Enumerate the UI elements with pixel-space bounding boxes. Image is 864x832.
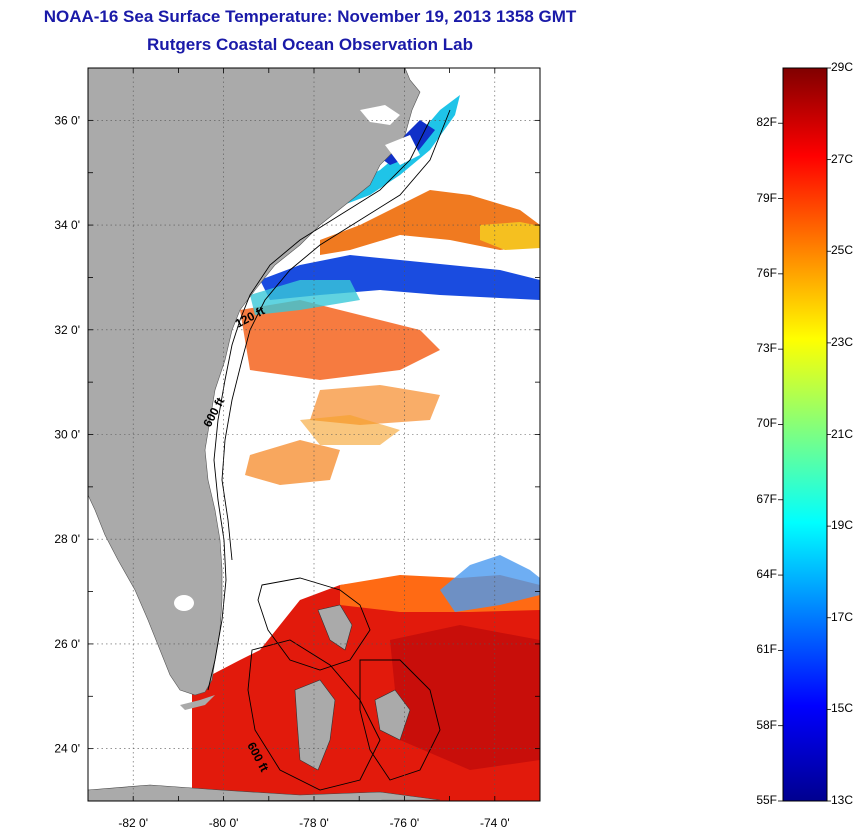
colorbar-c-label: 25C bbox=[831, 243, 854, 258]
colorbar-f-label: 64F bbox=[756, 567, 777, 582]
colorbar-c-label: 23C bbox=[831, 334, 854, 349]
lon-tick-label: -78 0' bbox=[299, 816, 329, 830]
sst-patch-red-dark bbox=[390, 625, 540, 770]
contour-120ft bbox=[207, 119, 431, 691]
colorbar-c-label: 13C bbox=[831, 793, 854, 807]
lat-tick-label: 32 0' bbox=[54, 323, 80, 337]
lon-tick-label: -74 0' bbox=[480, 816, 510, 830]
sst-patch-warm-yellow bbox=[480, 222, 540, 250]
colorbar-c-label: 17C bbox=[831, 609, 854, 624]
colorbar-f-label: 61F bbox=[756, 642, 777, 657]
bathymetry-contours bbox=[207, 109, 451, 791]
colorbar-f-label: 55F bbox=[756, 793, 777, 807]
sst-patch-mid-orange-3 bbox=[245, 440, 340, 485]
map-subtitle: Rutgers Coastal Ocean Observation Lab bbox=[147, 35, 473, 54]
colorbar-c-label: 21C bbox=[831, 426, 854, 441]
axis-ticks bbox=[87, 67, 541, 802]
sst-patch-mid-orange-2 bbox=[310, 385, 440, 425]
colorbar-f-label: 82F bbox=[756, 115, 777, 130]
colorbar-c-label: 29C bbox=[831, 60, 854, 74]
land-southeast-us bbox=[88, 68, 421, 696]
contour-600ft bbox=[221, 109, 451, 561]
lat-tick-label: 28 0' bbox=[54, 532, 80, 546]
colorbar bbox=[782, 67, 828, 802]
land-bahamas-andros bbox=[294, 679, 336, 771]
colorbar-f-label: 58F bbox=[756, 717, 777, 732]
colorbar-f-label: 79F bbox=[756, 190, 777, 205]
contour-bahamas-1 bbox=[257, 577, 371, 671]
colorbar-c-label: 19C bbox=[831, 518, 854, 533]
sst-patch-cyan-streak bbox=[250, 280, 360, 315]
albemarle-sound bbox=[360, 105, 400, 125]
longitude-labels: -82 0' -80 0' -78 0' -76 0' -74 0' bbox=[118, 816, 509, 830]
lat-tick-label: 30 0' bbox=[54, 428, 80, 442]
map-grid bbox=[88, 68, 540, 801]
lat-tick-label: 36 0' bbox=[54, 113, 80, 127]
lon-tick-label: -82 0' bbox=[118, 816, 148, 830]
latitude-labels: 36 0' 34 0' 32 0' 30 0' 28 0' 26 0' 24 0' bbox=[54, 113, 80, 755]
lat-tick-label: 26 0' bbox=[54, 637, 80, 651]
sst-patch-mid-orange bbox=[240, 300, 440, 380]
map-title: NOAA-16 Sea Surface Temperature: Novembe… bbox=[43, 7, 577, 26]
colorbar-f-label: 67F bbox=[756, 491, 777, 506]
land-florida-keys bbox=[180, 695, 215, 710]
land-bahamas-abaco bbox=[317, 604, 353, 651]
lake-okeechobee bbox=[174, 595, 194, 611]
lat-tick-label: 24 0' bbox=[54, 742, 80, 756]
colorbar-c-label: 15C bbox=[831, 701, 854, 716]
colorbar-f-label: 73F bbox=[756, 341, 777, 356]
lon-tick-label: -76 0' bbox=[390, 816, 420, 830]
sst-patch-mid-orange-4 bbox=[300, 415, 400, 445]
contour-bahamas-2 bbox=[247, 639, 381, 791]
contour-bahamas-3 bbox=[359, 659, 441, 781]
colorbar-f-label: 70F bbox=[756, 416, 777, 431]
sst-data-layer bbox=[192, 95, 540, 801]
colorbar-c-label: 27C bbox=[831, 151, 854, 166]
sst-patch-south-cool bbox=[440, 555, 540, 612]
lon-tick-label: -80 0' bbox=[209, 816, 239, 830]
colorbar-f-label: 76F bbox=[756, 265, 777, 280]
colorbar-ticks bbox=[778, 67, 831, 802]
land-bahamas-eleuthera bbox=[374, 689, 411, 741]
lat-tick-label: 34 0' bbox=[54, 218, 80, 232]
